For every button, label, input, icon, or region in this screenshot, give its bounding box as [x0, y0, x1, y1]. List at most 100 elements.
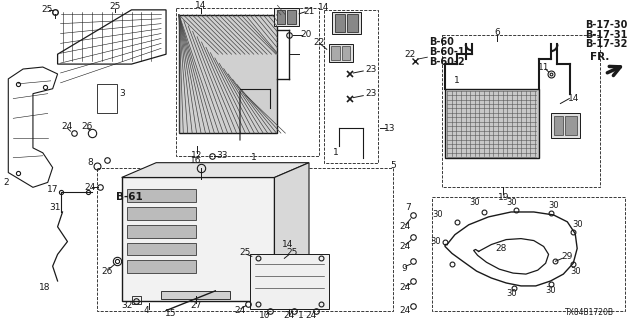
Text: 24: 24	[234, 306, 246, 315]
Text: 11: 11	[538, 62, 549, 72]
Text: 1: 1	[333, 148, 339, 157]
Bar	[127, 207, 196, 220]
Text: 3: 3	[119, 89, 125, 98]
Bar	[329, 44, 353, 62]
Bar	[550, 113, 580, 138]
Bar	[97, 168, 393, 311]
Text: 28: 28	[495, 244, 507, 253]
Text: B-60: B-60	[429, 37, 454, 47]
Bar	[132, 296, 141, 304]
Text: 25: 25	[41, 5, 52, 14]
Text: B-17-31: B-17-31	[585, 29, 627, 39]
Text: 7: 7	[404, 203, 410, 212]
Text: 25: 25	[239, 248, 251, 257]
Text: 24: 24	[399, 306, 410, 315]
Text: 25: 25	[287, 248, 298, 257]
Bar	[127, 189, 196, 202]
Bar	[287, 10, 296, 24]
Text: B-17-32: B-17-32	[585, 39, 627, 49]
Text: 30: 30	[548, 201, 559, 210]
Text: 14: 14	[318, 4, 330, 12]
Bar	[348, 14, 358, 32]
Text: B-60-2: B-60-2	[429, 57, 465, 67]
Text: 27: 27	[190, 301, 202, 310]
Bar	[332, 12, 361, 34]
Bar	[250, 254, 329, 308]
Bar	[127, 243, 196, 255]
Bar	[275, 281, 309, 306]
Text: FR.: FR.	[590, 52, 609, 62]
Text: B-17-30: B-17-30	[585, 20, 627, 30]
Text: 30: 30	[430, 237, 440, 246]
Text: 30: 30	[506, 198, 516, 207]
Text: 6: 6	[495, 28, 500, 37]
Bar	[127, 225, 196, 238]
Bar	[442, 35, 600, 187]
Text: 30: 30	[570, 267, 580, 276]
Bar	[97, 84, 116, 113]
Text: 14: 14	[195, 1, 206, 11]
Text: 1: 1	[454, 76, 460, 85]
Bar	[342, 46, 351, 60]
Text: 24: 24	[84, 183, 96, 192]
Bar	[565, 116, 577, 135]
Text: 30: 30	[545, 286, 556, 295]
Bar	[432, 197, 625, 311]
Text: 26: 26	[101, 267, 113, 276]
Text: B-60-1: B-60-1	[429, 47, 465, 57]
Polygon shape	[275, 163, 309, 291]
Text: TX84B1720B: TX84B1720B	[565, 308, 614, 317]
Text: 23: 23	[365, 65, 377, 74]
Text: 21: 21	[303, 7, 315, 16]
Text: 9: 9	[402, 264, 408, 273]
Bar	[176, 8, 319, 156]
Text: 15: 15	[165, 309, 177, 318]
Text: 24: 24	[62, 122, 73, 131]
Text: 23: 23	[365, 89, 377, 98]
Text: 18: 18	[39, 284, 51, 292]
Text: 22: 22	[313, 38, 324, 47]
Bar	[278, 10, 285, 24]
Bar	[161, 291, 230, 299]
Text: 1: 1	[298, 311, 304, 320]
Text: 13: 13	[384, 124, 396, 133]
Text: 22: 22	[404, 50, 415, 59]
Text: 2: 2	[3, 178, 9, 187]
Text: 1: 1	[251, 153, 257, 162]
Text: 30: 30	[572, 220, 582, 229]
Text: 14: 14	[568, 94, 579, 103]
Text: 8: 8	[87, 158, 93, 167]
Bar	[554, 116, 563, 135]
Text: 12: 12	[191, 151, 202, 160]
Text: 29: 29	[562, 252, 573, 261]
Text: 30: 30	[469, 198, 480, 207]
Text: 19: 19	[497, 193, 509, 202]
Bar	[179, 15, 278, 133]
Text: 30: 30	[432, 211, 442, 220]
Text: 24: 24	[399, 242, 410, 251]
Bar	[122, 178, 275, 301]
Text: B-61: B-61	[116, 192, 143, 202]
Text: 33: 33	[216, 151, 228, 160]
Text: 24: 24	[399, 222, 410, 231]
Text: 16: 16	[190, 156, 202, 165]
Text: 24: 24	[305, 311, 317, 320]
Text: 10: 10	[259, 311, 270, 320]
Bar	[331, 46, 340, 60]
Text: 4: 4	[143, 306, 149, 315]
Bar	[335, 14, 346, 32]
Bar	[127, 260, 196, 273]
Text: 5: 5	[390, 161, 396, 170]
Bar	[324, 10, 378, 163]
Text: 32: 32	[121, 301, 132, 310]
Bar	[445, 89, 539, 158]
Text: 31: 31	[49, 203, 60, 212]
Text: 30: 30	[506, 289, 516, 298]
Bar	[275, 8, 299, 26]
Text: 25: 25	[109, 3, 120, 12]
Text: 17: 17	[47, 185, 58, 194]
Text: 14: 14	[282, 240, 293, 249]
Text: 24: 24	[399, 284, 410, 292]
Text: 24: 24	[284, 311, 295, 320]
Text: 26: 26	[81, 122, 93, 131]
